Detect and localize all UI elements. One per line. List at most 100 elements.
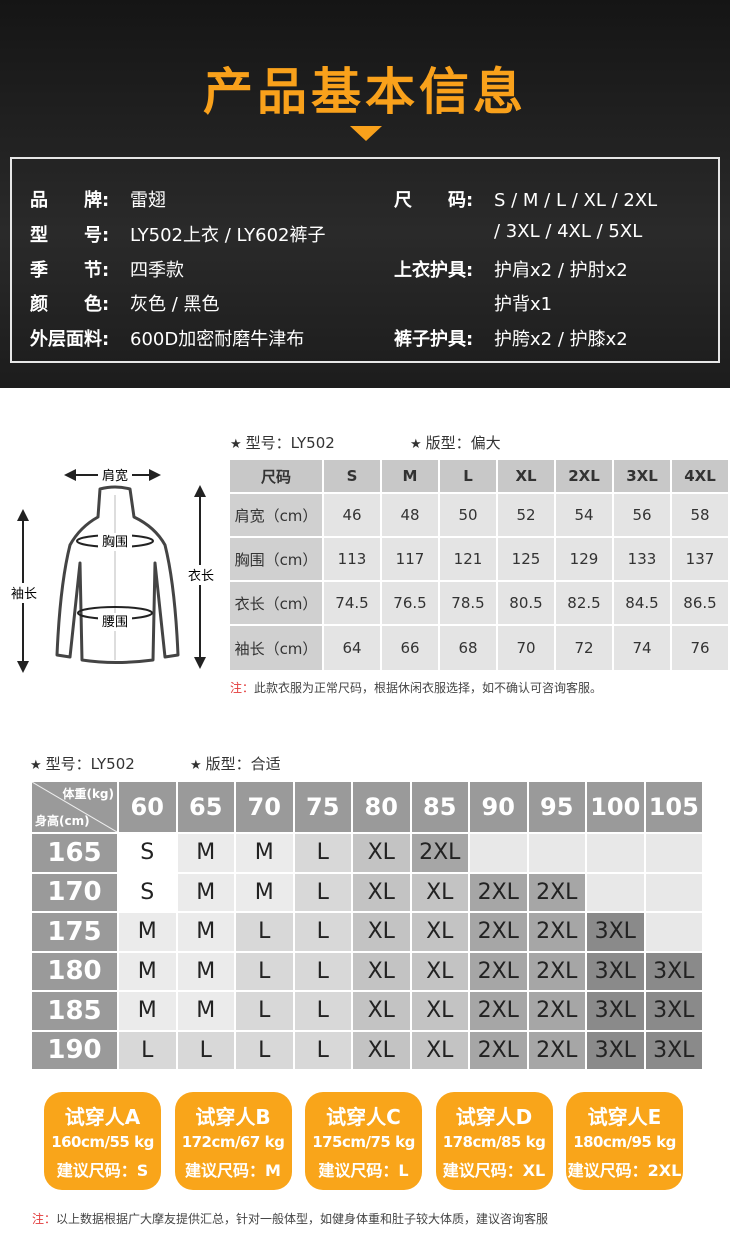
size-fit: ★ 版型：偏大 bbox=[410, 434, 501, 452]
size-cell: 2XL bbox=[528, 952, 585, 990]
tester-card: 试穿人E 180cm/95 kg 建议尺码：2XL bbox=[566, 1092, 683, 1190]
size-cell: M bbox=[119, 952, 176, 990]
size-cell: L bbox=[236, 1031, 293, 1069]
jacket-outline bbox=[55, 485, 180, 664]
size-cell: S bbox=[119, 834, 176, 872]
star-icon: ★ bbox=[410, 437, 422, 452]
star-icon: ★ bbox=[190, 758, 202, 773]
tester-card: 试穿人A 160cm/55 kg 建议尺码：S bbox=[44, 1092, 161, 1190]
size-cell: XL bbox=[411, 1031, 468, 1069]
waist-label: 腰围 bbox=[102, 615, 128, 630]
weight-cell: 90 bbox=[470, 782, 527, 832]
size-cell: L bbox=[294, 873, 351, 911]
page-title: 产品基本信息 bbox=[203, 63, 527, 121]
info-value: 护胯x2 / 护膝x2 bbox=[494, 329, 628, 350]
weight-cell: 105 bbox=[645, 782, 702, 832]
table-cell: 54 bbox=[556, 494, 612, 536]
diagonal-header-cell: 体重(kg) 身高(cm) bbox=[32, 782, 117, 832]
size-cell bbox=[645, 834, 702, 872]
table-cell: 胸围（cm） bbox=[230, 538, 322, 580]
size-cell: 2XL bbox=[528, 992, 585, 1030]
table-cell: 56 bbox=[614, 494, 670, 536]
table-cell: 117 bbox=[382, 538, 438, 580]
size-cell: 2XL bbox=[470, 1031, 527, 1069]
table-row: 衣长（cm） 74.5 76.5 78.5 80.5 82.5 84.5 86.5 bbox=[230, 582, 728, 624]
info-label: 上衣护具: bbox=[394, 260, 474, 281]
table-cell: 72 bbox=[556, 626, 612, 670]
fit-table: 体重(kg) 身高(cm) 60 65 70 75 80 85 90 95 100 105 165 S M M… bbox=[30, 780, 704, 1071]
table-cell: 86.5 bbox=[672, 582, 728, 624]
weight-cell: 65 bbox=[177, 782, 234, 832]
size-cell: L bbox=[294, 913, 351, 951]
size-cell: L bbox=[236, 992, 293, 1030]
size-cell: XL bbox=[411, 913, 468, 951]
tester-measure: 178cm/85 kg bbox=[442, 1133, 546, 1151]
tester-name: 试穿人B bbox=[195, 1105, 271, 1129]
size-cell: 2XL bbox=[470, 992, 527, 1030]
size-cell: XL bbox=[353, 952, 410, 990]
tester-card: 试穿人D 178cm/85 kg 建议尺码：XL bbox=[435, 1092, 553, 1190]
size-cell: 2XL bbox=[470, 873, 527, 911]
table-cell: 66 bbox=[382, 626, 438, 670]
info-label: 外层面料: bbox=[30, 329, 110, 350]
table-cell: 125 bbox=[498, 538, 554, 580]
height-cell: 190 bbox=[32, 1031, 117, 1069]
table-cell: 52 bbox=[498, 494, 554, 536]
size-cell: 2XL bbox=[528, 913, 585, 951]
tester-card: 试穿人B 172cm/67 kg 建议尺码：M bbox=[174, 1092, 292, 1190]
size-cell: L bbox=[177, 1031, 234, 1069]
size-cell: XL bbox=[353, 873, 410, 911]
header-cell: 尺码 bbox=[230, 460, 322, 492]
tester-size: 建议尺码：L bbox=[318, 1161, 409, 1180]
header-cell: XL bbox=[498, 460, 554, 492]
table-cell: 64 bbox=[324, 626, 380, 670]
info-box bbox=[10, 157, 720, 363]
height-row: 190 L L L L XL XL 2XL 2XL 3XL 3XL bbox=[32, 1031, 702, 1069]
size-cell bbox=[587, 834, 644, 872]
size-cell bbox=[528, 834, 585, 872]
table-cell: 137 bbox=[672, 538, 728, 580]
fit-fit: ★ 版型：合适 bbox=[190, 755, 281, 773]
info-label: 颜 色: bbox=[30, 294, 110, 315]
weight-cell: 60 bbox=[119, 782, 176, 832]
info-value: 护背x1 bbox=[494, 294, 553, 315]
size-cell: M bbox=[236, 873, 293, 911]
info-row: 型 号: LY502上衣 / LY602裤子 bbox=[30, 221, 326, 247]
height-cell: 175 bbox=[32, 913, 117, 951]
size-cell: M bbox=[119, 913, 176, 951]
table-cell: 76.5 bbox=[382, 582, 438, 624]
size-cell: M bbox=[119, 992, 176, 1030]
sleeve-label: 袖长 bbox=[11, 587, 37, 602]
size-cell bbox=[587, 873, 644, 911]
tester-size: 建议尺码：2XL bbox=[567, 1161, 682, 1180]
size-cell: L bbox=[236, 913, 293, 951]
info-row-jacket-armor-cont: 护背x1 bbox=[494, 290, 552, 316]
size-cell: 3XL bbox=[587, 992, 644, 1030]
info-label: 季 节: bbox=[30, 260, 110, 281]
table-cell: 衣长（cm） bbox=[230, 582, 322, 624]
info-label: 尺 码: bbox=[394, 190, 474, 211]
jacket-diagram: 肩宽 胸围 腰围 袖长 衣长 bbox=[8, 466, 218, 673]
height-row: 165 S M M L XL 2XL bbox=[32, 834, 702, 872]
size-cell bbox=[645, 913, 702, 951]
size-cell: 2XL bbox=[528, 873, 585, 911]
info-row-pants-armor: 裤子护具: 护胯x2 / 护膝x2 bbox=[394, 325, 628, 351]
size-cell: 2XL bbox=[411, 834, 468, 872]
length-label: 衣长 bbox=[188, 568, 214, 584]
table-cell: 肩宽（cm） bbox=[230, 494, 322, 536]
table-cell: 46 bbox=[324, 494, 380, 536]
info-value: / 3XL / 4XL / 5XL bbox=[494, 221, 643, 242]
size-cell: L bbox=[294, 1031, 351, 1069]
height-row: 180 M M L L XL XL 2XL 2XL 3XL 3XL bbox=[32, 952, 702, 990]
tester-measure: 175cm/75 kg bbox=[312, 1133, 415, 1151]
table-cell: 129 bbox=[556, 538, 612, 580]
size-cell: S bbox=[119, 873, 176, 911]
info-label: 型 号: bbox=[30, 225, 110, 246]
size-cell: XL bbox=[353, 913, 410, 951]
height-row: 185 M M L L XL XL 2XL 2XL 3XL 3XL bbox=[32, 992, 702, 1030]
table-cell: 121 bbox=[440, 538, 496, 580]
info-row: 季 节: 四季款 bbox=[30, 256, 184, 282]
size-cell: 2XL bbox=[528, 1031, 585, 1069]
table-row: 肩宽（cm） 46 48 50 52 54 56 58 bbox=[230, 494, 728, 536]
size-cell: L bbox=[294, 834, 351, 872]
